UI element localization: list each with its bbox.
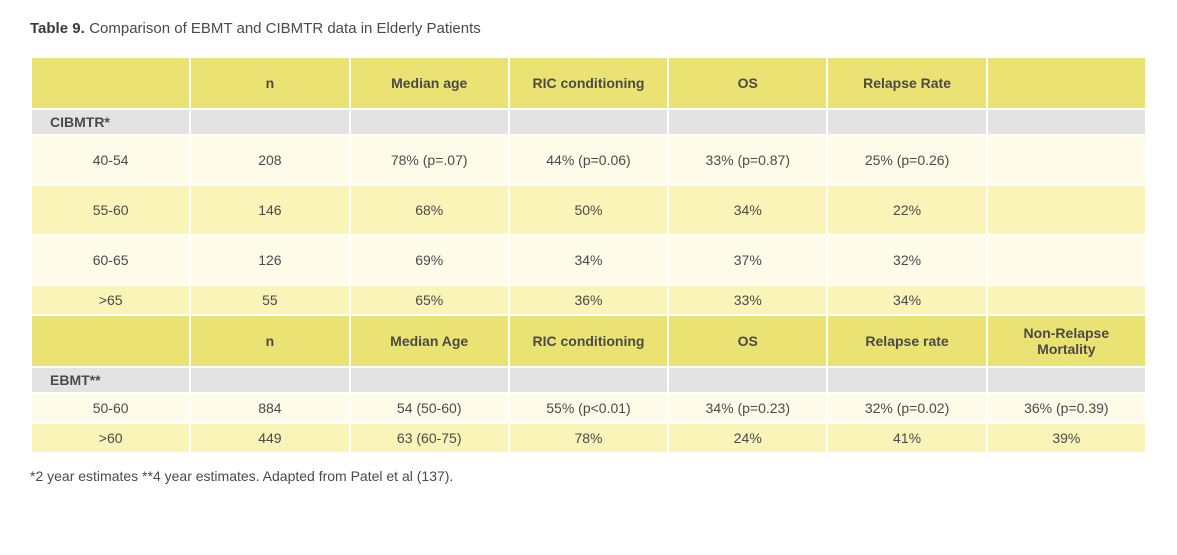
table-cell: 32% (p=0.02) bbox=[827, 393, 986, 423]
section-spacer bbox=[987, 109, 1146, 135]
table-cell: 34% bbox=[668, 185, 827, 235]
column-header: OS bbox=[668, 315, 827, 367]
table-cell: 34% bbox=[827, 285, 986, 315]
section-spacer bbox=[509, 109, 668, 135]
table-row: 60-6512669%34%37%32% bbox=[31, 235, 1146, 285]
table-cell bbox=[987, 285, 1146, 315]
table-cell: 126 bbox=[190, 235, 349, 285]
header-row-cibmtr: nMedian ageRIC conditioningOSRelapse Rat… bbox=[31, 57, 1146, 109]
table-cell: 25% (p=0.26) bbox=[827, 135, 986, 185]
section-spacer bbox=[668, 367, 827, 393]
table-cell: 34% (p=0.23) bbox=[668, 393, 827, 423]
table-cell: 50% bbox=[509, 185, 668, 235]
table-cell: 146 bbox=[190, 185, 349, 235]
table-row: >6044963 (60-75)78%24%41%39% bbox=[31, 423, 1146, 453]
table-cell: 78% (p=.07) bbox=[350, 135, 509, 185]
section-row-cibmtr: CIBMTR* bbox=[31, 109, 1146, 135]
table-cell bbox=[987, 185, 1146, 235]
table-cell: 41% bbox=[827, 423, 986, 453]
column-header: Median age bbox=[350, 57, 509, 109]
section-row-ebmt: EBMT** bbox=[31, 367, 1146, 393]
section-spacer bbox=[509, 367, 668, 393]
table-row: 40-5420878% (p=.07)44% (p=0.06)33% (p=0.… bbox=[31, 135, 1146, 185]
table-cell: 50-60 bbox=[31, 393, 190, 423]
column-header bbox=[31, 57, 190, 109]
table-cell: 60-65 bbox=[31, 235, 190, 285]
section-spacer bbox=[827, 367, 986, 393]
header-row-ebmt: nMedian AgeRIC conditioningOSRelapse rat… bbox=[31, 315, 1146, 367]
table-cell: 63 (60-75) bbox=[350, 423, 509, 453]
table-cell: 24% bbox=[668, 423, 827, 453]
section-spacer bbox=[190, 109, 349, 135]
table-cell: 37% bbox=[668, 235, 827, 285]
column-header: Median Age bbox=[350, 315, 509, 367]
column-header: Relapse Rate bbox=[827, 57, 986, 109]
table-cell: 65% bbox=[350, 285, 509, 315]
table-row: 55-6014668%50%34%22% bbox=[31, 185, 1146, 235]
section-spacer bbox=[827, 109, 986, 135]
table-cell: 33% bbox=[668, 285, 827, 315]
table-caption: Table 9. Comparison of EBMT and CIBMTR d… bbox=[30, 20, 1147, 38]
table-cell: 32% bbox=[827, 235, 986, 285]
table-cell bbox=[987, 135, 1146, 185]
section-spacer bbox=[350, 367, 509, 393]
table-cell bbox=[987, 235, 1146, 285]
table-cell: 55% (p<0.01) bbox=[509, 393, 668, 423]
column-header: n bbox=[190, 315, 349, 367]
table-cell: 208 bbox=[190, 135, 349, 185]
table-cell: 34% bbox=[509, 235, 668, 285]
table-cell: 69% bbox=[350, 235, 509, 285]
table-cell: 54 (50-60) bbox=[350, 393, 509, 423]
column-header: RIC conditioning bbox=[509, 315, 668, 367]
table-cell: 68% bbox=[350, 185, 509, 235]
table-cell: 33% (p=0.87) bbox=[668, 135, 827, 185]
table-cell: >65 bbox=[31, 285, 190, 315]
table-cell: 40-54 bbox=[31, 135, 190, 185]
column-header: Relapse rate bbox=[827, 315, 986, 367]
table-cell: 78% bbox=[509, 423, 668, 453]
table-title: Comparison of EBMT and CIBMTR data in El… bbox=[89, 20, 481, 37]
comparison-table: nMedian ageRIC conditioningOSRelapse Rat… bbox=[30, 56, 1147, 454]
section-spacer bbox=[190, 367, 349, 393]
section-label: CIBMTR* bbox=[31, 109, 190, 135]
column-header bbox=[987, 57, 1146, 109]
table-cell: 36% (p=0.39) bbox=[987, 393, 1146, 423]
table-number: Table 9. bbox=[30, 20, 85, 37]
column-header: n bbox=[190, 57, 349, 109]
column-header: Non-Relapse Mortality bbox=[987, 315, 1146, 367]
column-header: OS bbox=[668, 57, 827, 109]
section-label: EBMT** bbox=[31, 367, 190, 393]
section-spacer bbox=[350, 109, 509, 135]
table-row: 50-6088454 (50-60)55% (p<0.01)34% (p=0.2… bbox=[31, 393, 1146, 423]
table-cell: 22% bbox=[827, 185, 986, 235]
column-header: RIC conditioning bbox=[509, 57, 668, 109]
table-row: >655565%36%33%34% bbox=[31, 285, 1146, 315]
table-cell: 55 bbox=[190, 285, 349, 315]
table-cell: 39% bbox=[987, 423, 1146, 453]
table-cell: 36% bbox=[509, 285, 668, 315]
table-footnote: *2 year estimates **4 year estimates. Ad… bbox=[30, 468, 1147, 484]
table-cell: 884 bbox=[190, 393, 349, 423]
section-spacer bbox=[668, 109, 827, 135]
table-cell: 55-60 bbox=[31, 185, 190, 235]
section-spacer bbox=[987, 367, 1146, 393]
column-header bbox=[31, 315, 190, 367]
table-cell: 449 bbox=[190, 423, 349, 453]
table-cell: >60 bbox=[31, 423, 190, 453]
table-cell: 44% (p=0.06) bbox=[509, 135, 668, 185]
